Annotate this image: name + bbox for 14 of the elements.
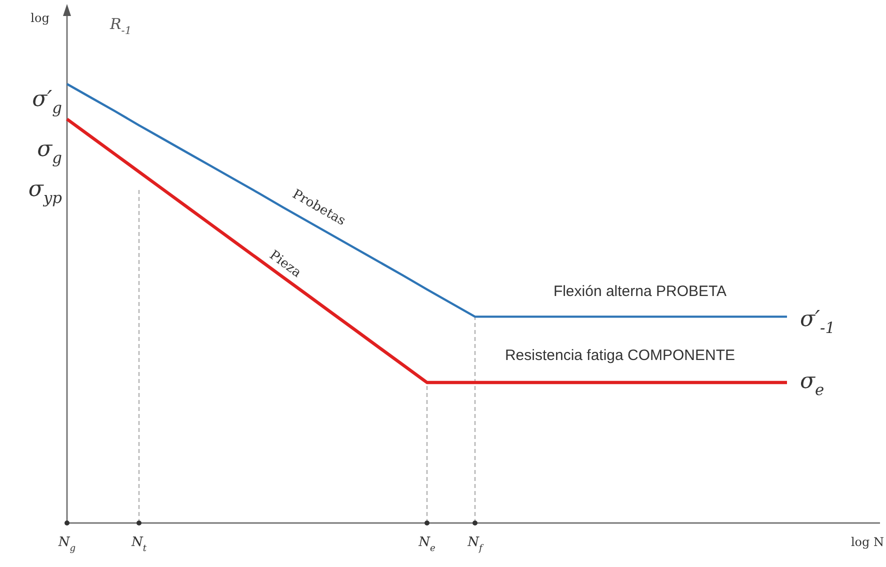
x-tick-label: N$_{t}$	[130, 535, 147, 554]
x-axis-title: log N	[850, 535, 884, 549]
text: σ$_{g}$	[37, 136, 62, 167]
x-tick-label: N$_{g}$	[57, 535, 76, 554]
text: σ$_{yp}$	[28, 176, 62, 207]
y-axis-title: log	[30, 11, 50, 25]
annotation: σ$_{e}$	[800, 368, 824, 399]
annotation: Flexión alterna PROBETA	[553, 282, 727, 300]
x-tick-label: N$_{f}$	[466, 535, 484, 554]
text: σ′$_{g}$	[32, 86, 62, 117]
text: R$_{-1}$	[109, 14, 132, 37]
x-tick-label: N$_{e}$	[418, 535, 436, 554]
annotation: Resistencia fatiga COMPONENTE	[504, 346, 736, 364]
annotation: σ′$_{-1}$	[800, 306, 836, 337]
